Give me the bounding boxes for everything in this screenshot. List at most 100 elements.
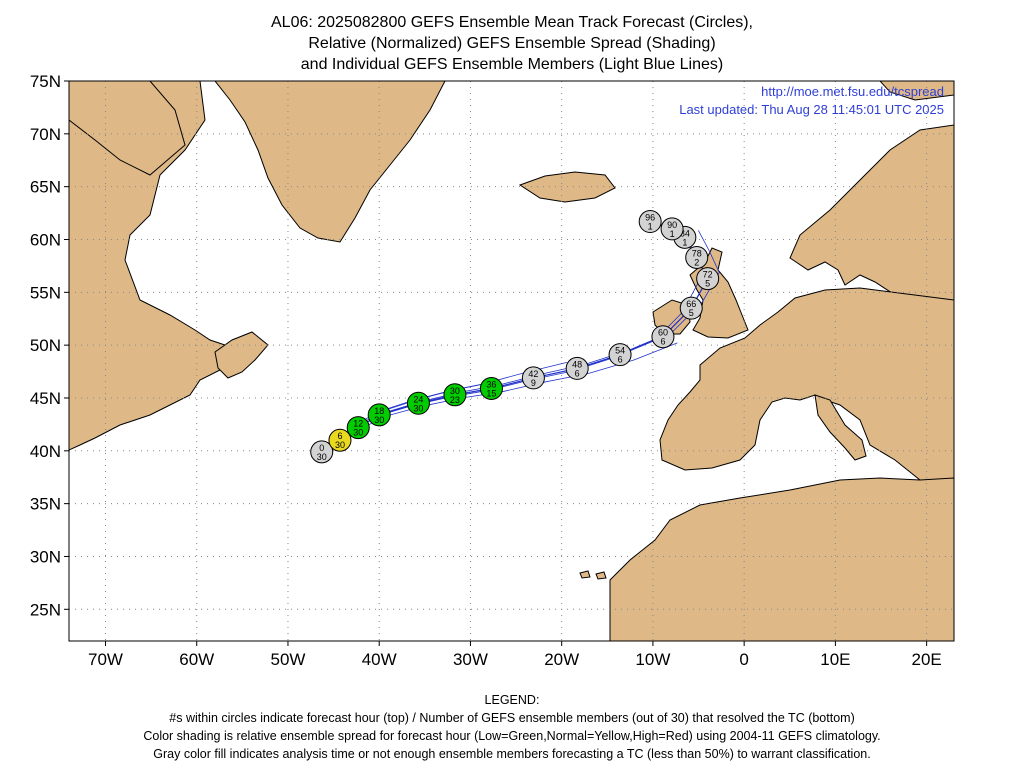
forecast-hour-label: 18 (374, 406, 384, 416)
forecast-hour-label: 42 (528, 369, 538, 379)
track-point-circle (479, 376, 503, 400)
track-point-circle (406, 391, 430, 415)
legend-line-3: Gray color fill indicates analysis time … (153, 747, 871, 761)
lat-label: 35N (30, 495, 61, 514)
lat-label: 40N (30, 442, 61, 461)
forecast-hour-label: 24 (413, 394, 423, 404)
land-greenland (214, 81, 446, 243)
lon-label: 10E (820, 650, 850, 669)
track-point: 725 (696, 267, 720, 291)
lon-label: 0 (739, 650, 748, 669)
track-point-circle (696, 267, 720, 291)
land-italy (814, 394, 867, 461)
track-point: 486 (565, 356, 589, 380)
lon-label: 60W (179, 650, 214, 669)
forecast-hour-label: 72 (703, 270, 713, 280)
track-point-circle (367, 403, 391, 427)
lon-label: 50W (270, 650, 305, 669)
title-line-3: and Individual GEFS Ensemble Members (Li… (300, 56, 724, 73)
legend-line-1: #s within circles indicate forecast hour… (169, 711, 855, 725)
land-svalbard-region (879, 81, 954, 101)
last-updated: Last updated: Thu Aug 28 11:45:01 UTC 20… (679, 102, 944, 117)
lon-label: 10W (635, 650, 670, 669)
track-point: 546 (608, 343, 632, 367)
forecast-hour-label: 0 (319, 443, 324, 453)
forecast-hour-label: 12 (353, 419, 363, 429)
lat-label: 30N (30, 547, 61, 566)
track-point-circle (660, 217, 684, 241)
member-count-label: 2 (694, 257, 699, 267)
title-line-2: Relative (Normalized) GEFS Ensemble Spre… (308, 35, 716, 52)
forecast-hour-label: 78 (692, 248, 702, 258)
member-count-label: 9 (531, 378, 536, 388)
track-point-circle (328, 428, 352, 452)
lat-label: 45N (30, 389, 61, 408)
track-point-circle (443, 383, 467, 407)
track-point: 782 (685, 245, 709, 269)
lon-label: 70W (88, 650, 123, 669)
forecast-hour-label: 6 (337, 431, 342, 441)
member-count-label: 30 (413, 403, 423, 413)
track-point-circle (521, 366, 545, 390)
track-point-circle (679, 296, 703, 320)
member-count-label: 5 (705, 279, 710, 289)
lon-label: 30W (453, 650, 488, 669)
land-africa (609, 477, 954, 641)
mean-track-circles: 0306301230183024303023361542948654660666… (310, 210, 720, 464)
land-north-america (69, 81, 241, 451)
legend-line-2: Color shading is relative ensemble sprea… (143, 729, 881, 743)
track-point: 961 (638, 210, 662, 234)
latitude-labels: 75N 70N 65N 60N 55N 50N 45N 40N 35N 30N 25N (30, 72, 69, 619)
land-baffin-island (69, 81, 186, 176)
land-canary-islands (579, 570, 607, 580)
lon-label: 40W (362, 650, 397, 669)
lat-label: 25N (30, 600, 61, 619)
track-point-circle (685, 245, 709, 269)
title-line-1: AL06: 2025082800 GEFS Ensemble Mean Trac… (271, 14, 753, 31)
forecast-hour-label: 90 (667, 220, 677, 230)
track-point-circle (346, 416, 370, 440)
member-count-label: 23 (450, 395, 460, 405)
forecast-hour-label: 48 (572, 359, 582, 369)
forecast-hour-label: 60 (658, 328, 668, 338)
member-count-label: 1 (648, 222, 653, 232)
longitude-labels: 70W 60W 50W 40W 30W 20W 10W 0 10E 20E (88, 641, 942, 669)
member-count-label: 1 (670, 229, 675, 239)
track-point-circle (310, 440, 334, 464)
track-point-circle (651, 325, 675, 349)
lat-label: 75N (30, 72, 61, 91)
track-point: 630 (328, 428, 352, 452)
member-count-label: 15 (486, 388, 496, 398)
track-point: 030 (310, 440, 334, 464)
lat-label: 50N (30, 336, 61, 355)
forecast-hour-label: 54 (615, 346, 625, 356)
forecast-hour-label: 36 (486, 379, 496, 389)
member-count-label: 6 (575, 368, 580, 378)
source-url[interactable]: http://moe.met.fsu.edu/tcspread (761, 84, 944, 99)
lat-label: 70N (30, 125, 61, 144)
member-count-label: 30 (335, 440, 345, 450)
lon-label: 20E (912, 650, 942, 669)
track-point-circle (608, 343, 632, 367)
track-point-circle (638, 210, 662, 234)
member-count-label: 1 (682, 237, 687, 247)
member-count-label: 30 (317, 452, 327, 462)
forecast-hour-label: 96 (645, 213, 655, 223)
legend-heading: LEGEND: (484, 693, 540, 707)
forecast-hour-label: 84 (680, 228, 690, 238)
lat-label: 60N (30, 230, 61, 249)
track-point: 606 (651, 325, 675, 349)
map-frame (68, 80, 955, 642)
member-count-label: 6 (660, 337, 665, 347)
lon-label: 20W (544, 650, 579, 669)
lat-label: 65N (30, 178, 61, 197)
forecast-hour-label: 30 (450, 386, 460, 396)
member-count-label: 30 (353, 428, 363, 438)
track-point: 901 (660, 217, 684, 241)
